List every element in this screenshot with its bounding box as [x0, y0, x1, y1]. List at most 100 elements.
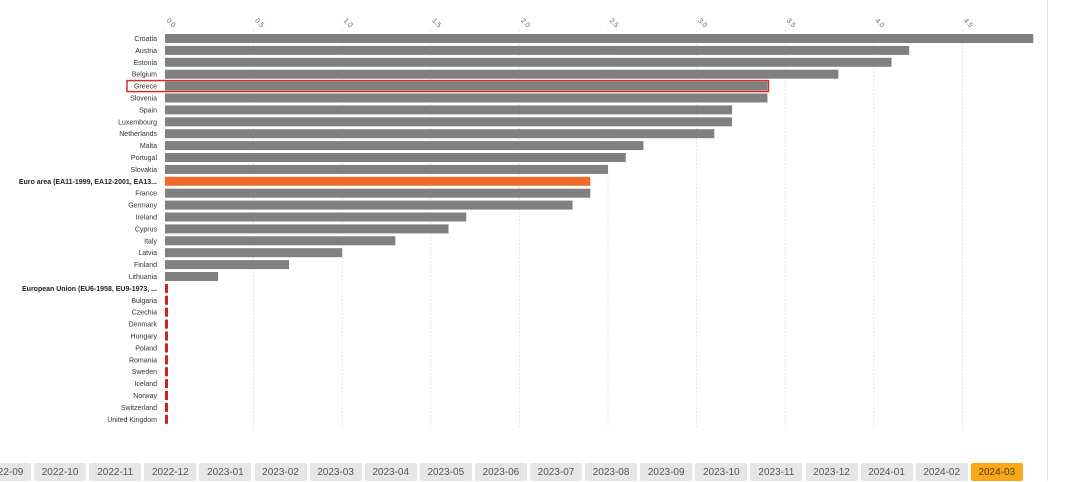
category-label: Austria: [135, 48, 157, 55]
bar[interactable]: [165, 307, 168, 317]
timeline-period-button[interactable]: 2023-06: [474, 463, 527, 481]
bar[interactable]: [165, 200, 573, 210]
category-label: Cyprus: [135, 226, 158, 233]
timeline-period-button[interactable]: 2024-03: [970, 463, 1023, 481]
category-label: Iceland: [134, 381, 157, 388]
bar[interactable]: [165, 57, 892, 67]
category-labels: Croatia Austria Estonia Belgium Greece Sloven…: [19, 36, 158, 424]
bar[interactable]: [165, 402, 168, 412]
bar[interactable]: [165, 212, 467, 222]
panel-divider: [1047, 0, 1048, 481]
bar[interactable]: [165, 260, 290, 270]
x-tick-label: 3.0: [696, 17, 708, 29]
x-tick-label: 0.0: [165, 17, 177, 29]
category-label: Euro area (EA11-1999, EA12-2001, EA13...: [19, 179, 157, 186]
timeline-period-button[interactable]: 2023-02: [254, 463, 307, 481]
category-label: Hungary: [131, 334, 158, 341]
timeline-period-button[interactable]: 2023-10: [695, 463, 748, 481]
category-label: Norway: [133, 393, 157, 400]
bar[interactable]: [165, 379, 168, 389]
bar[interactable]: [165, 272, 219, 281]
category-label: United Kingdom: [107, 417, 157, 424]
x-tick-label: 1.5: [430, 17, 442, 29]
category-label: Croatia: [134, 36, 157, 43]
timeline-period-button[interactable]: 2023-11: [750, 463, 803, 481]
bar[interactable]: [165, 93, 768, 103]
category-label: France: [135, 191, 157, 198]
category-label: Latvia: [138, 250, 157, 257]
x-tick-label: 1.0: [342, 17, 354, 29]
bar[interactable]: [165, 283, 168, 293]
category-label: Lithuania: [129, 274, 158, 281]
timeline-period-button[interactable]: 2023-09: [640, 463, 693, 481]
bar[interactable]: [165, 343, 168, 353]
bar[interactable]: [165, 188, 591, 198]
bar[interactable]: [165, 248, 343, 258]
bar-chart: 0.0 0.5 1.0 1.5 2.0 2.5 3.0 3.5 4.0 4.5 Croatia Au…: [19, 17, 1034, 428]
category-label: Germany: [128, 203, 157, 210]
timeline-period-button[interactable]: 2022-11: [89, 463, 142, 481]
category-label: Slovakia: [131, 167, 158, 174]
x-tick-label: 4.0: [873, 17, 885, 29]
bar[interactable]: [165, 45, 910, 55]
bar[interactable]: [165, 153, 626, 162]
category-label: Malta: [140, 143, 157, 150]
bar[interactable]: [165, 319, 168, 329]
bar[interactable]: [165, 224, 449, 234]
timeline-period-button[interactable]: 2024-02: [915, 463, 968, 481]
category-label: Netherlands: [119, 131, 157, 138]
bar[interactable]: [165, 391, 168, 400]
period-timeline: 2022-092022-102022-112022-122023-012023-…: [0, 463, 1040, 481]
x-tick-label: 2.5: [608, 17, 620, 29]
timeline-period-button[interactable]: 2022-09: [0, 463, 31, 481]
x-tick-label: 0.5: [253, 17, 265, 29]
bar[interactable]: [165, 105, 733, 115]
category-label: Romania: [129, 357, 157, 364]
category-label: Portugal: [131, 155, 158, 162]
category-label: Bulgaria: [131, 298, 157, 305]
bar[interactable]: [165, 117, 733, 127]
bar[interactable]: [165, 129, 715, 139]
bar[interactable]: [165, 295, 168, 305]
timeline-period-button[interactable]: 2024-01: [860, 463, 913, 481]
timeline-period-button[interactable]: 2023-12: [805, 463, 858, 481]
bar[interactable]: [165, 331, 168, 341]
category-label: Czechia: [132, 310, 157, 317]
category-label: Estonia: [134, 60, 157, 67]
category-label: European Union (EU6-1958, EU9-1973, ...: [22, 286, 157, 293]
category-label: Greece: [134, 84, 157, 91]
category-label: Denmark: [129, 322, 158, 329]
bar[interactable]: [165, 34, 1034, 43]
bar[interactable]: [165, 414, 168, 424]
bar[interactable]: [165, 355, 168, 365]
category-label: Belgium: [132, 72, 157, 79]
bar[interactable]: [165, 236, 396, 246]
timeline-period-button[interactable]: 2023-07: [530, 463, 582, 481]
timeline-period-button[interactable]: 2023-08: [585, 463, 638, 481]
timeline-period-button[interactable]: 2022-10: [34, 463, 87, 481]
category-label: Sweden: [132, 369, 157, 376]
timeline-period-button[interactable]: 2022-12: [144, 463, 197, 481]
timeline-period-button[interactable]: 2023-03: [309, 463, 362, 481]
category-label: Spain: [139, 107, 157, 114]
category-label: Slovenia: [130, 96, 157, 103]
bar[interactable]: [165, 81, 768, 91]
timeline-period-button[interactable]: 2023-05: [419, 463, 472, 481]
category-label: Luxembourg: [118, 119, 157, 126]
bars: [126, 34, 1034, 424]
category-label: Poland: [135, 345, 157, 352]
category-label: Finland: [134, 262, 157, 269]
x-tick-label: 2.0: [519, 17, 531, 29]
category-label: Italy: [144, 238, 157, 245]
bar[interactable]: [165, 141, 644, 151]
x-tick-label: 4.5: [962, 17, 974, 29]
timeline-period-button[interactable]: 2023-04: [364, 463, 417, 481]
timeline-period-button[interactable]: 2023-01: [199, 463, 252, 481]
bar[interactable]: [165, 164, 608, 174]
bar[interactable]: [165, 176, 591, 186]
selection-highlight: [126, 79, 770, 93]
bar[interactable]: [165, 69, 839, 79]
x-tick-label: 3.5: [785, 17, 797, 29]
x-axis-ticks: 0.0 0.5 1.0 1.5 2.0 2.5 3.0 3.5 4.0 4.5: [165, 17, 974, 29]
bar[interactable]: [165, 367, 168, 377]
